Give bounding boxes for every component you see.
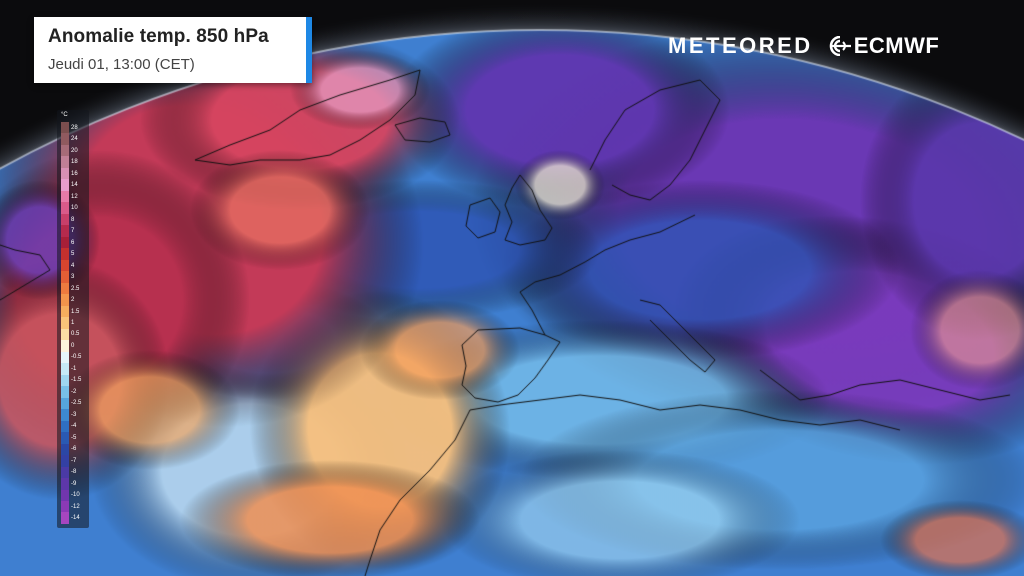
legend-label: 1.5 xyxy=(71,308,80,315)
legend-label: -9 xyxy=(71,480,77,487)
legend-label: 0 xyxy=(71,342,75,349)
map-datetime: Jeudi 01, 13:00 (CET) xyxy=(48,56,195,73)
legend-label: -8 xyxy=(71,469,77,476)
legend-swatch xyxy=(61,271,69,283)
color-legend: °C 28 24 20 18 16 14 12 10 8 7 6 5 4 3 2.5 2 1.5 1 0.5 0 -0.… xyxy=(57,110,89,528)
legend-swatch xyxy=(61,351,69,364)
legend-swatch xyxy=(61,317,69,329)
brand-logos: METEORED ECMWF xyxy=(668,33,939,59)
legend-label: 7 xyxy=(71,228,75,235)
legend-swatch xyxy=(61,213,69,226)
legend-swatch xyxy=(61,443,69,456)
legend-swatch xyxy=(61,455,69,467)
legend-swatch xyxy=(61,340,69,352)
map-title: Anomalie temp. 850 hPa xyxy=(48,26,269,47)
legend-label: -3 xyxy=(71,411,77,418)
legend-swatch xyxy=(61,478,69,490)
legend-label: 1 xyxy=(71,320,75,326)
legend-colorbar xyxy=(61,122,69,524)
legend-label: 12 xyxy=(71,193,78,200)
legend-label: 24 xyxy=(71,136,78,143)
legend-label: 6 xyxy=(71,239,75,246)
legend-swatch xyxy=(61,156,69,168)
ecmwf-logo: ECMWF xyxy=(827,33,940,59)
legend-swatch xyxy=(61,328,69,341)
legend-label: 3 xyxy=(71,274,75,281)
legend-swatch xyxy=(61,409,69,421)
legend-swatch xyxy=(61,363,69,375)
legend-label: -1.5 xyxy=(71,377,82,384)
legend-swatch xyxy=(61,386,69,398)
legend-swatch xyxy=(61,144,69,157)
legend-labels: 28 24 20 18 16 14 12 10 8 7 6 5 4 3 2.5 2 1.5 1 0.5 0 -0.5 -1… xyxy=(71,122,89,524)
legend-label: 10 xyxy=(71,205,78,212)
legend-label: 5 xyxy=(71,251,75,258)
legend-label: -0.5 xyxy=(71,354,82,361)
legend-label: -4 xyxy=(71,423,77,430)
legend-swatch xyxy=(61,225,69,237)
legend-label: 28 xyxy=(71,124,78,131)
legend-swatch xyxy=(61,374,69,387)
legend-swatch xyxy=(61,167,69,180)
ecmwf-wordmark: ECMWF xyxy=(853,33,940,58)
legend-swatch xyxy=(61,179,69,191)
legend-swatch xyxy=(61,420,69,433)
legend-label: -12 xyxy=(71,503,80,510)
title-card: Anomalie temp. 850 hPa Jeudi 01, 13:00 (… xyxy=(34,17,312,83)
legend-swatch xyxy=(61,282,69,295)
legend-swatch xyxy=(61,294,69,306)
legend-swatch xyxy=(61,432,69,444)
legend-unit: °C xyxy=(61,112,68,118)
legend-swatch xyxy=(61,190,69,203)
legend-label: -6 xyxy=(71,446,77,453)
legend-swatch xyxy=(61,259,69,272)
legend-swatch xyxy=(61,122,69,134)
legend-swatch xyxy=(61,236,69,249)
ecmwf-swirl-icon xyxy=(829,36,851,56)
legend-swatch xyxy=(61,133,69,145)
legend-label: -14 xyxy=(71,515,80,522)
legend-label: 18 xyxy=(71,159,78,166)
legend-swatch xyxy=(61,500,69,513)
legend-label: 2 xyxy=(71,297,75,304)
legend-label: -10 xyxy=(71,492,80,499)
meteored-logo: METEORED xyxy=(668,33,813,58)
legend-label: 2.5 xyxy=(71,285,80,292)
legend-label: -2.5 xyxy=(71,400,82,407)
legend-swatch xyxy=(61,466,69,479)
legend-label: 8 xyxy=(71,216,75,223)
legend-swatch xyxy=(61,248,69,260)
legend-label: 20 xyxy=(71,147,78,154)
legend-label: 16 xyxy=(71,170,78,177)
legend-label: 0.5 xyxy=(71,331,80,338)
legend-label: -1 xyxy=(71,365,77,372)
legend-label: 4 xyxy=(71,262,75,269)
legend-swatch xyxy=(61,489,69,501)
legend-swatch xyxy=(61,512,69,524)
legend-swatch xyxy=(61,305,69,318)
legend-label: -5 xyxy=(71,434,77,441)
legend-label: -2 xyxy=(71,388,77,395)
legend-swatch xyxy=(61,202,69,214)
legend-label: -7 xyxy=(71,457,77,464)
legend-swatch xyxy=(61,397,69,410)
legend-label: 14 xyxy=(71,182,78,189)
